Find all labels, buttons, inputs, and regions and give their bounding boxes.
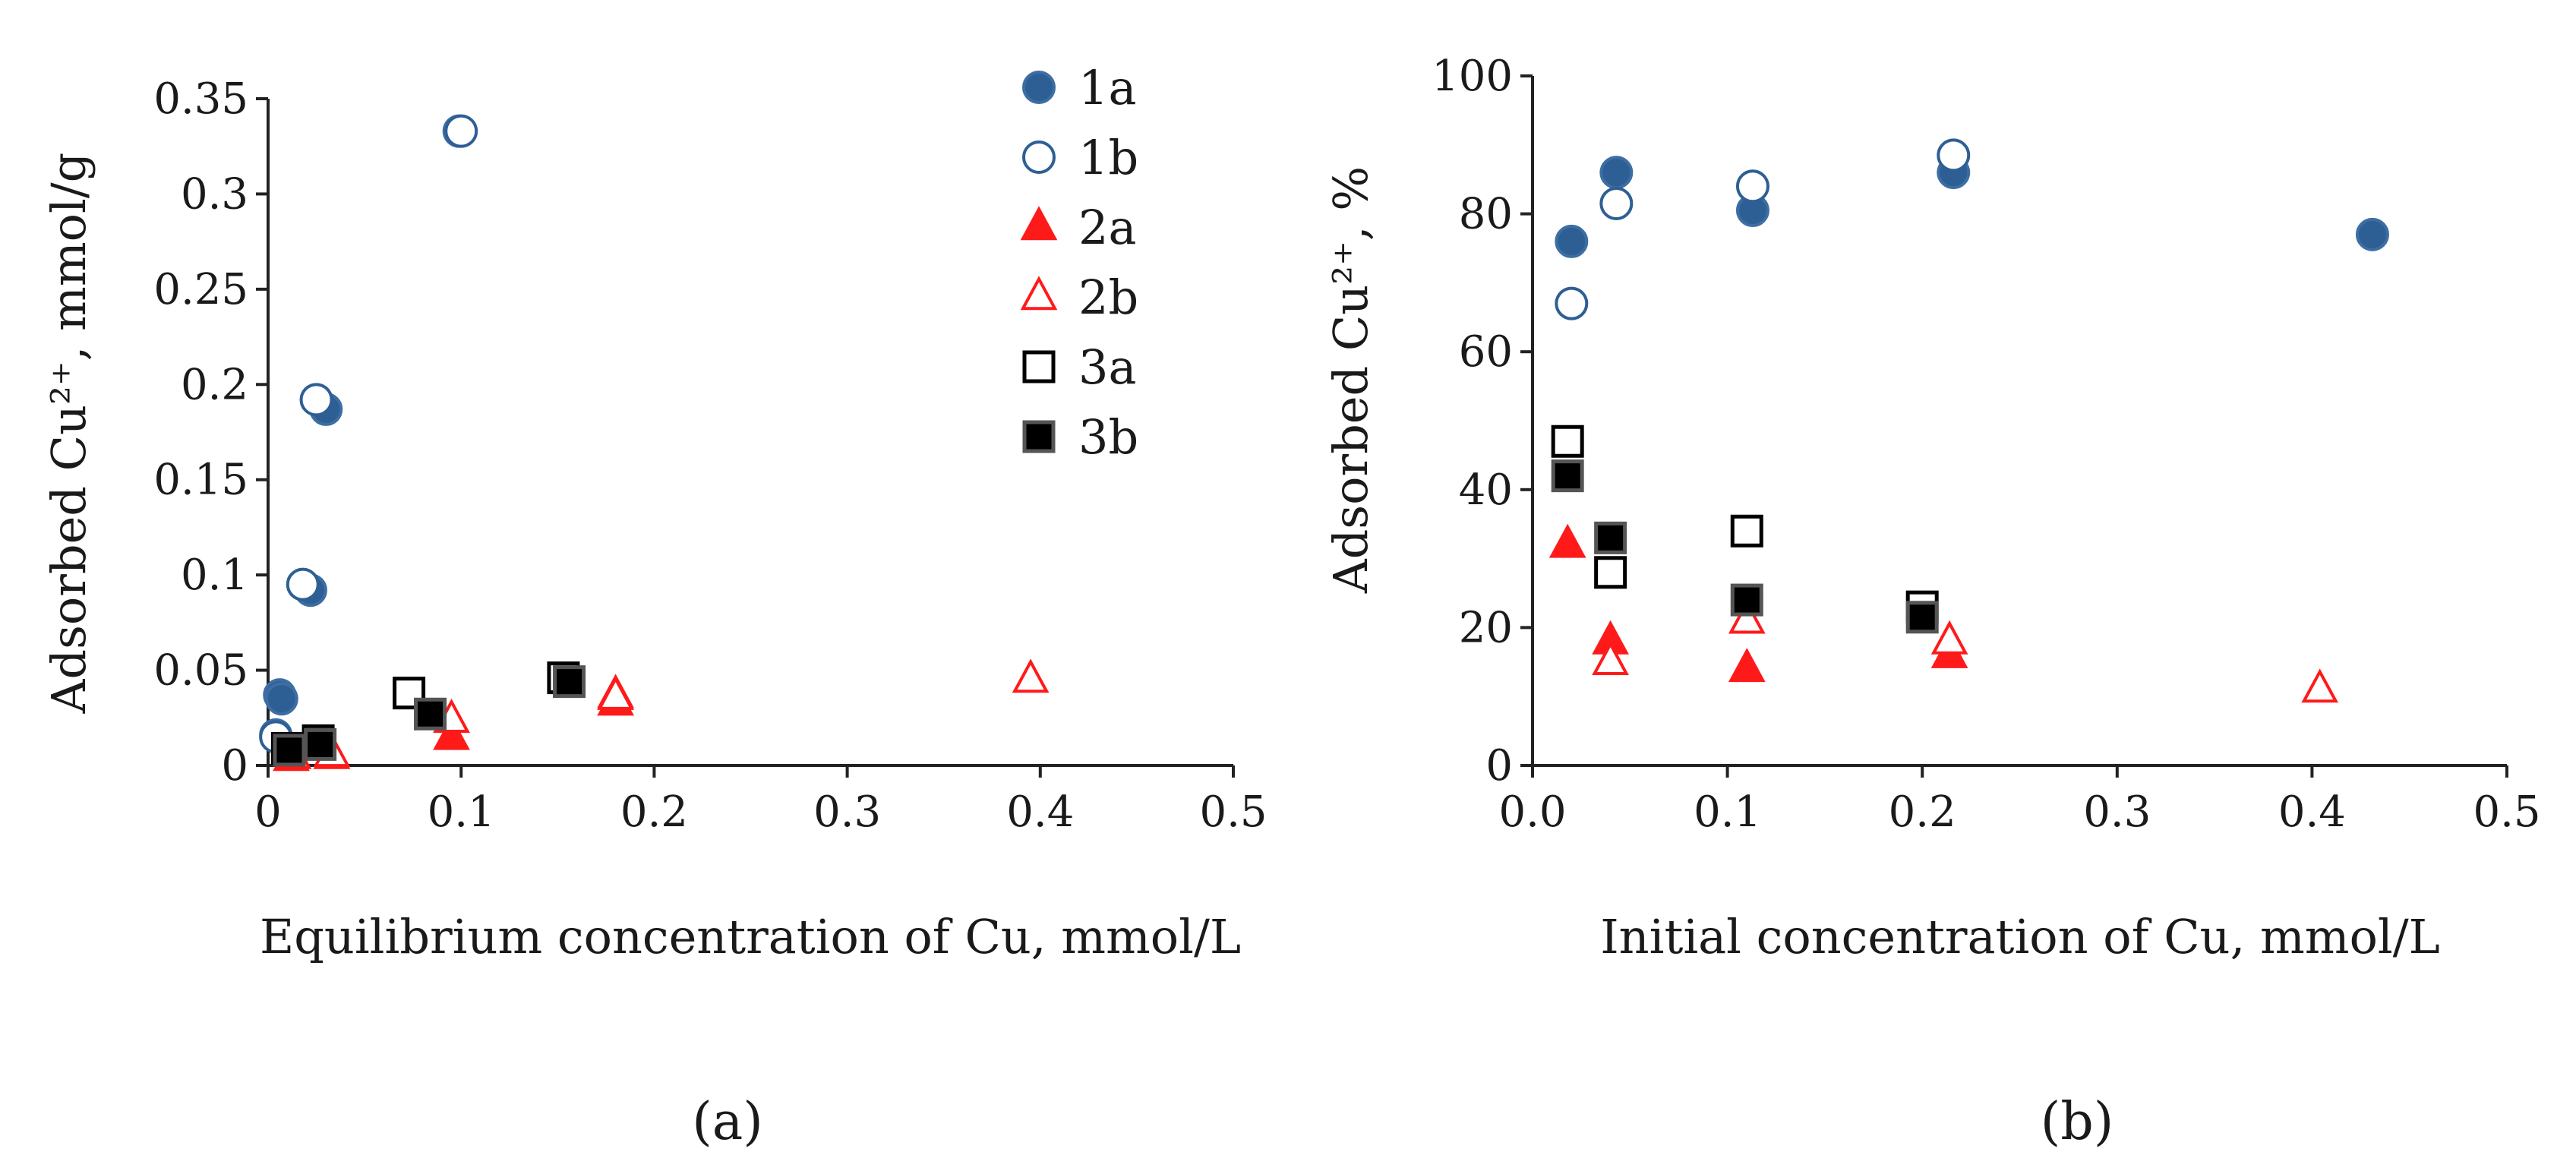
point-panel-b-1b-0 [1555, 286, 1589, 320]
point-panel-b-2b-0 [1592, 640, 1629, 675]
panel-b-y-tick-label: 0 [1485, 741, 1513, 791]
legend-marker-3b [1022, 420, 1056, 453]
panel-b-y-axis-title: Adsorbed Cu²⁺, % [1323, 166, 1378, 594]
point-panel-a-3b-0 [273, 734, 306, 767]
point-panel-b-2a-0 [1548, 523, 1586, 558]
legend-marker-2a [1020, 206, 1058, 241]
panel-b-label: (b) [2041, 1092, 2114, 1152]
legend-marker-1a [1022, 71, 1056, 104]
panel-b-x-axis-title: Initial concentration of Cu, mmol/L [1600, 909, 2440, 964]
point-panel-a-3b-1 [304, 727, 337, 761]
point-panel-a-2a-2 [433, 715, 470, 750]
legend-label-3a: 3a [1078, 339, 1136, 395]
panel-a-y-tick-label: 0 [221, 741, 248, 791]
point-panel-a-1b-3 [444, 114, 478, 148]
panel-a-x-tick-label: 0.3 [813, 787, 881, 837]
panel-b-x-tick-label: 0.4 [2278, 787, 2346, 837]
panel-b-x-tick-label: 0.1 [1694, 787, 1761, 837]
point-panel-a-3b-2 [414, 697, 447, 731]
panel-b-y-tick-label: 100 [1432, 52, 1513, 101]
panel-a-y-tick-label: 0.25 [153, 265, 248, 314]
point-panel-b-3b-2 [1730, 583, 1763, 617]
panel-b-x-tick-label: 0.3 [2083, 787, 2151, 837]
point-panel-b-1a-1 [1599, 156, 1634, 190]
panel-a-x-tick-label: 0.4 [1006, 787, 1074, 837]
point-panel-b-2b-3 [2301, 668, 2339, 703]
panel-a-y-tick-label: 0.05 [153, 646, 248, 696]
panel-b-y-tick-label: 20 [1459, 603, 1513, 652]
panel-a-label: (a) [692, 1092, 763, 1152]
panel-a-x-tick-label: 0 [254, 787, 282, 837]
panel-a-y-axis-title: Adsorbed Cu²⁺, mmol/g [41, 153, 96, 715]
point-panel-b-2b-1 [1728, 599, 1766, 634]
point-panel-b-3a-2 [1730, 514, 1763, 548]
panel-a-y-tick-label: 0.35 [153, 74, 248, 124]
point-panel-b-3b-1 [1594, 521, 1627, 554]
point-panel-a-1b-1 [286, 567, 320, 601]
point-panel-a-2b-4 [1012, 658, 1050, 693]
panel-b-chart: 0.0 0.1 0.2 0.3 0.4 0.5 0 20 40 60 80 100 Initial c… [1323, 52, 2541, 1152]
legend-label-1a: 1a [1078, 60, 1136, 115]
panel-b-data-points [1548, 138, 2389, 703]
panel-b-y-tick-label: 80 [1459, 190, 1513, 239]
panel-a-y-tick-label: 0.3 [181, 169, 248, 219]
panel-a-y-tick-label: 0.15 [153, 456, 248, 505]
point-panel-b-3b-3 [1905, 601, 1939, 634]
panel-a-ticks: 0 0.1 0.2 0.3 0.4 0.5 0 0.05 0.1 0.15 0.2 0.25 0.3 0.… [153, 74, 1267, 837]
legend-marker-3a [1022, 350, 1056, 383]
panel-a-x-axis-title: Equilibrium concentration of Cu, mmol/L [260, 909, 1241, 964]
panel-b-y-tick-label: 60 [1459, 327, 1513, 377]
legend-marker-1b [1022, 140, 1056, 174]
point-panel-b-1a-4 [2355, 217, 2389, 251]
legend-label-2b: 2b [1078, 270, 1138, 325]
panel-a-x-tick-label: 0.2 [620, 787, 688, 837]
legend-marker-2b [1020, 276, 1058, 311]
point-panel-a-1b-2 [299, 383, 333, 417]
point-panel-b-3a-1 [1594, 556, 1627, 589]
panel-b-ticks: 0.0 0.1 0.2 0.3 0.4 0.5 0 20 40 60 80 100 [1432, 52, 2540, 837]
panel-a-x-tick-label: 0.1 [428, 787, 495, 837]
point-panel-b-1b-3 [1937, 138, 1971, 172]
point-panel-b-1b-2 [1735, 169, 1769, 204]
point-panel-b-1b-1 [1599, 186, 1634, 220]
panel-b-x-tick-label: 0.5 [2473, 787, 2540, 837]
point-panel-b-3b-0 [1551, 459, 1584, 493]
panel-a-data-points [259, 114, 1050, 772]
point-panel-a-1a-2 [264, 682, 298, 716]
point-panel-b-2b-2 [1930, 620, 1968, 655]
panel-b-x-tick-label: 0.0 [1498, 787, 1566, 837]
legend-label-2a: 2a [1078, 200, 1136, 255]
panel-a-legend: 1a 1b 2a 2b 3a 3b [1020, 60, 1138, 465]
point-panel-b-1a-0 [1555, 224, 1589, 258]
point-panel-a-3b-3 [553, 665, 586, 699]
legend-label-3b: 3b [1078, 409, 1138, 465]
panel-b-x-tick-label: 0.2 [1889, 787, 1956, 837]
legend-label-1b: 1b [1078, 130, 1138, 185]
panel-a-chart: 0 0.1 0.2 0.3 0.4 0.5 0 0.05 0.1 0.15 0.2 0.25 0.3 0.… [41, 60, 1267, 1152]
panel-a-y-tick-label: 0.2 [181, 360, 248, 409]
panel-a-x-tick-label: 0.5 [1199, 787, 1267, 837]
point-panel-a-2b-3 [597, 675, 634, 710]
panel-a-y-tick-label: 0.1 [181, 551, 248, 600]
panel-b-y-tick-label: 40 [1459, 465, 1513, 515]
point-panel-b-3a-0 [1551, 424, 1584, 458]
point-panel-b-2a-2 [1728, 648, 1766, 683]
